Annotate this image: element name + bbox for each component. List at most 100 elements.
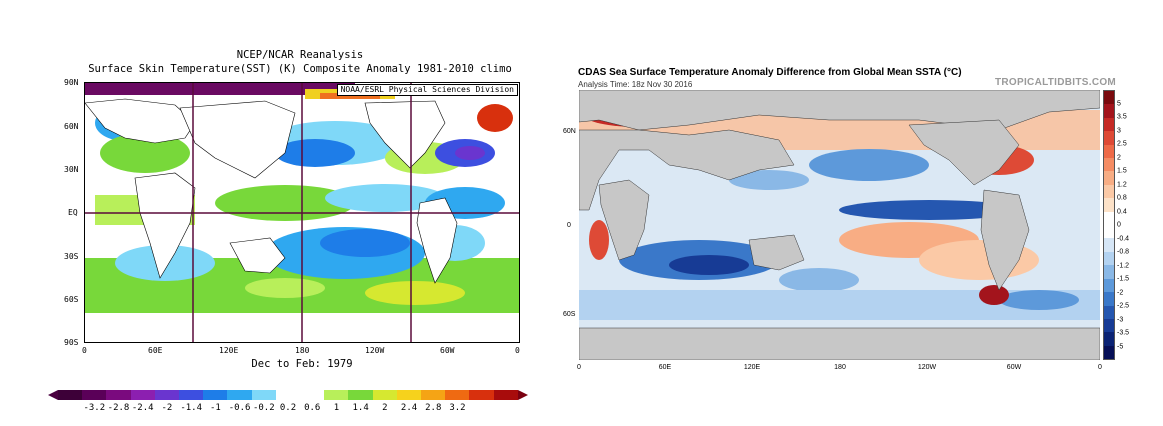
colorbar-tick-label: -3.2: [83, 403, 106, 413]
colorbar-swatch: [1104, 104, 1114, 118]
colorbar-swatch: [300, 390, 325, 400]
colorbar-tick-label: 2.4: [400, 403, 418, 413]
colorbar-tick-label: -2: [1117, 289, 1124, 296]
colorbar-max-arrow: [518, 390, 528, 400]
colorbar-swatch: [106, 390, 131, 400]
left-lon-label: 180: [295, 346, 310, 355]
source-logo: TROPICALTIDBITS.COM: [995, 77, 1117, 88]
colorbar-tick-label: 0: [1117, 221, 1121, 229]
right-lon-label: 60W: [1006, 364, 1022, 371]
colorbar-swatch: [1104, 158, 1114, 172]
left-colorbar: [58, 390, 518, 400]
colorbar-tick-label: -0.4: [1117, 235, 1130, 242]
colorbar-swatch: [421, 390, 446, 400]
left-lon-label: 60W: [440, 346, 455, 355]
colorbar-swatch: [1104, 345, 1114, 360]
colorbar-tick-label: 2: [382, 403, 388, 413]
colorbar-swatch: [1104, 184, 1114, 199]
left-lon-label: 120W: [365, 346, 385, 355]
colorbar-swatch: [324, 390, 349, 400]
colorbar-swatch: [445, 390, 470, 400]
left-title-line1: NCEP/NCAR Reanalysis: [236, 49, 364, 61]
right-lon-label: 180: [834, 364, 846, 371]
right-lon-label: 120W: [917, 364, 937, 371]
colorbar-swatch: [179, 390, 204, 400]
colorbar-swatch: [1104, 251, 1114, 266]
colorbar-tick-label: 2: [1117, 154, 1121, 161]
colorbar-tick-label: -5: [1117, 343, 1124, 350]
left-map-canvas: [85, 83, 519, 342]
colorbar-tick-label: -1.4: [180, 403, 202, 413]
left-lon-label: 0: [82, 346, 87, 355]
colorbar-swatch: [1104, 265, 1114, 279]
colorbar-tick-label: 2.8: [425, 403, 442, 413]
colorbar-swatch: [130, 390, 155, 400]
colorbar-swatch: [1104, 91, 1114, 105]
left-colorbar-ticks: -3.2 -2.8 -2.4 -2 -1.4 -1 -0.6 -0.2 0.2 0.6 1 1.4 2 2…: [58, 403, 518, 415]
colorbar-swatch: [469, 390, 494, 400]
colorbar-swatch: [1104, 117, 1114, 132]
colorbar-tick-label: -1.2: [1117, 262, 1130, 269]
colorbar-swatch: [203, 390, 228, 400]
right-colorbar-ticks: 5 3.5 3 2.5 2 1.5 1.2 0.8 0.4 0 -0.4 -0.8 -1.2 -1.5 -2…: [1117, 90, 1157, 360]
left-anomaly-map: NOAA/ESRL Physical Sciences Division: [84, 82, 520, 343]
colorbar-tick-label: -3.5: [1117, 329, 1130, 337]
right-colorbar: [1103, 90, 1115, 360]
right-lon-label: 120E: [743, 364, 761, 371]
colorbar-tick-label: 0.2: [279, 403, 297, 413]
colorbar-tick-label: -1.5: [1117, 275, 1130, 283]
colorbar-tick-label: 3: [1117, 127, 1121, 134]
colorbar-swatch: [1104, 225, 1114, 239]
right-lat-label: 60N: [563, 128, 576, 135]
analysis-time-label: Analysis Time: 18z Nov 30 2016: [578, 80, 693, 89]
colorbar-swatch: [1104, 238, 1114, 252]
colorbar-tick-label: 1.4: [352, 403, 369, 413]
colorbar-swatch: [493, 390, 518, 400]
colorbar-swatch: [1104, 211, 1114, 226]
credit-label: NOAA/ESRL Physical Sciences Division: [336, 84, 518, 96]
colorbar-swatch: [396, 390, 422, 400]
colorbar-tick-label: 2.5: [1117, 140, 1127, 148]
colorbar-swatch: [348, 390, 373, 400]
colorbar-swatch: [1104, 305, 1114, 319]
colorbar-swatch: [1104, 332, 1114, 346]
colorbar-tick-label: -3: [1117, 316, 1124, 323]
colorbar-swatch: [1104, 318, 1114, 333]
colorbar-tick-label: -2.4: [131, 403, 154, 413]
colorbar-swatch: [275, 390, 301, 400]
colorbar-tick-label: -2.5: [1117, 302, 1130, 310]
right-anomaly-map: [579, 90, 1100, 360]
left-lat-label: EQ: [68, 208, 78, 217]
colorbar-tick-label: 1.5: [1117, 167, 1127, 175]
colorbar-tick-label: -0.2: [252, 403, 275, 413]
colorbar-swatch: [154, 390, 180, 400]
colorbar-tick-label: 5: [1117, 100, 1121, 107]
colorbar-min-arrow: [48, 390, 58, 400]
left-lon-label: 60E: [148, 346, 163, 355]
colorbar-swatch: [1104, 144, 1114, 159]
right-map-canvas: [579, 90, 1100, 360]
left-lat-label: 90N: [64, 78, 79, 87]
right-lat-label: 60S: [563, 311, 576, 318]
right-lon-label: 60E: [658, 364, 672, 371]
colorbar-swatch: [251, 390, 276, 400]
right-lon-label: 0: [1098, 364, 1102, 371]
left-lat-label: 90S: [64, 338, 79, 347]
period-label: Dec to Feb: 1979: [251, 358, 353, 370]
colorbar-swatch: [58, 390, 83, 400]
left-lon-label: 0: [515, 346, 520, 355]
colorbar-tick-label: 0.8: [1117, 194, 1127, 202]
right-lat-label: 0: [567, 222, 571, 229]
left-lat-label: 60N: [64, 122, 79, 131]
colorbar-swatch: [1104, 171, 1114, 185]
colorbar-tick-label: -0.8: [1117, 248, 1130, 256]
left-title-line2: Surface Skin Temperature(SST) (K) Compos…: [88, 63, 512, 75]
colorbar-swatch: [82, 390, 107, 400]
colorbar-tick-label: 1: [333, 403, 340, 413]
colorbar-tick-label: 1.2: [1117, 181, 1127, 188]
left-lon-label: 120E: [219, 346, 239, 355]
colorbar-swatch: [1104, 278, 1114, 293]
colorbar-tick-label: 3.2: [449, 403, 466, 413]
colorbar-tick-label: -0.6: [228, 403, 251, 413]
left-map-title: NCEP/NCAR Reanalysis Surface Skin Temper…: [80, 48, 520, 76]
